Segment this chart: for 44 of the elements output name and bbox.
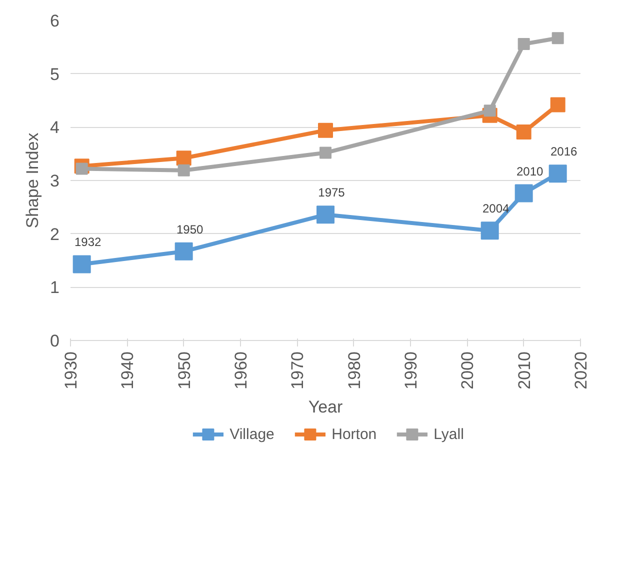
y-tick-label: 5 bbox=[50, 64, 60, 84]
x-tick-label: 1940 bbox=[118, 351, 138, 390]
y-tick-label: 4 bbox=[50, 118, 60, 138]
point bbox=[316, 206, 334, 224]
legend-label: Lyall bbox=[434, 426, 464, 443]
annotation: 2010 bbox=[516, 164, 544, 178]
x-tick-label: 2010 bbox=[514, 351, 534, 390]
y-tick-label: 2 bbox=[50, 224, 60, 244]
legend-label: Horton bbox=[332, 426, 377, 443]
y-tick-label: 3 bbox=[50, 172, 60, 190]
point bbox=[518, 38, 530, 50]
y-tick-label: 1 bbox=[50, 278, 60, 298]
y-axis-title: Shape Index bbox=[23, 132, 42, 228]
point bbox=[550, 97, 566, 112]
y-tick-label: 6 bbox=[50, 12, 60, 30]
y-tick-label: 0 bbox=[50, 332, 60, 350]
point bbox=[320, 146, 332, 159]
x-tick-label: 1970 bbox=[288, 351, 308, 390]
x-axis-title: Year bbox=[308, 397, 344, 416]
x-tick-label: 1950 bbox=[174, 351, 194, 390]
annotation: 2016 bbox=[550, 144, 578, 159]
point bbox=[552, 32, 564, 44]
point bbox=[174, 242, 193, 260]
point bbox=[76, 162, 88, 175]
x-tick-label: 1930 bbox=[62, 351, 80, 390]
x-tick-label: 1990 bbox=[402, 351, 420, 390]
annotation: 1932 bbox=[74, 235, 102, 250]
x-tick-label: 1980 bbox=[344, 351, 364, 390]
x-tick-label: 2020 bbox=[572, 351, 590, 390]
annotation: 2004 bbox=[482, 202, 510, 216]
point bbox=[318, 122, 333, 138]
point bbox=[72, 255, 91, 274]
annotation: 1950 bbox=[176, 222, 204, 236]
point bbox=[548, 164, 567, 183]
point bbox=[514, 184, 533, 202]
x-tick-label: 1960 bbox=[232, 351, 250, 390]
x-tick-label: 2000 bbox=[458, 351, 478, 390]
point bbox=[178, 164, 190, 176]
annotation: 1975 bbox=[318, 186, 346, 200]
point bbox=[516, 124, 532, 140]
point bbox=[480, 222, 499, 240]
legend-label: Village bbox=[230, 426, 274, 443]
point bbox=[484, 104, 496, 117]
point bbox=[176, 150, 192, 166]
